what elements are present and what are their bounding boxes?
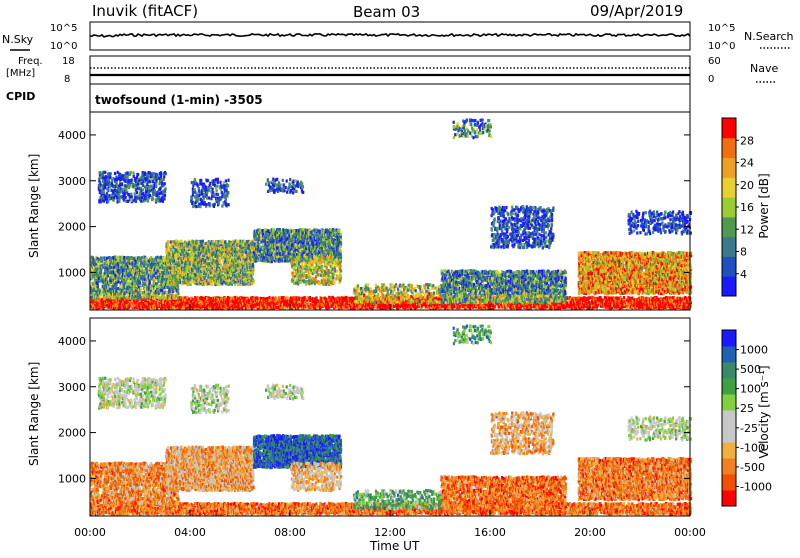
freq-tick-top: 18: [62, 56, 75, 67]
nsky-label: N.Sky: [2, 33, 34, 46]
power-cell: [516, 305, 518, 308]
power-cell: [117, 280, 119, 283]
beam-title: Beam 03: [353, 3, 420, 21]
power-cell: [175, 258, 177, 261]
power-cell: [177, 292, 179, 295]
nave-tick-bottom: 0: [708, 74, 714, 85]
power-cell: [593, 296, 595, 299]
power-cell: [167, 240, 169, 243]
power-cell: [134, 262, 136, 265]
power-cell: [157, 285, 159, 288]
power-cell: [282, 307, 284, 310]
power-cell: [275, 296, 277, 299]
power-cell: [160, 256, 162, 259]
nsky-tick-bottom-right: 10^0: [708, 41, 735, 52]
power-cell: [315, 296, 317, 299]
power-cell: [618, 297, 620, 300]
power-cell: [647, 297, 649, 300]
nave-label: Nave: [750, 62, 778, 75]
power-cell: [176, 283, 178, 286]
power-cell: [168, 246, 170, 249]
power-cell: [97, 285, 99, 288]
cpid-value: twofsound (1-min) -3505: [95, 93, 263, 107]
power-cell: [589, 301, 591, 304]
power-cell: [591, 299, 593, 302]
power-cell: [169, 266, 171, 269]
nave-tick-top: 60: [708, 56, 721, 67]
power-cell: [623, 296, 625, 299]
power-cell: [173, 274, 175, 277]
power-cell: [138, 280, 140, 283]
power-cell: [155, 272, 157, 275]
power-cell: [143, 269, 145, 272]
nsky-series-line: [90, 34, 690, 37]
power-cell: [139, 296, 141, 299]
freq-label: Freq.: [18, 56, 43, 67]
date-title: 09/Apr/2019: [590, 2, 683, 20]
power-cell: [672, 296, 674, 299]
power-cell: [96, 282, 98, 285]
power-cell: [268, 296, 270, 299]
power-cell: [132, 296, 134, 299]
power-cell: [626, 306, 628, 309]
freq-strip-frame: [90, 56, 690, 84]
power-heatmap-cells: [90, 118, 692, 310]
power-cell: [680, 306, 682, 309]
nsearch-label: N.Search: [744, 30, 794, 43]
station-title: Inuvik (fitACF): [92, 2, 198, 20]
power-cell: [530, 306, 532, 309]
power-cell: [165, 296, 167, 299]
power-cell: [311, 306, 313, 309]
power-cell: [133, 291, 135, 294]
cpid-label: CPID: [6, 90, 35, 103]
power-cell: [109, 285, 111, 288]
power-cell: [188, 298, 190, 301]
power-cell: [156, 256, 158, 259]
power-cell: [117, 287, 119, 290]
power-cell: [164, 286, 166, 289]
freq-tick-bottom: 8: [64, 74, 70, 85]
power-cell: [140, 287, 142, 290]
power-cell: [589, 296, 591, 299]
power-cell: [145, 263, 147, 266]
power-cell: [631, 296, 633, 299]
power-cell: [124, 291, 126, 294]
power-cell: [180, 240, 182, 243]
power-cell: [257, 303, 259, 306]
nsky-tick-bottom-left: 10^0: [50, 41, 77, 52]
power-cell: [141, 256, 143, 259]
power-cell: [148, 281, 150, 284]
power-cell: [168, 248, 170, 251]
freq-unit-label: [MHz]: [6, 68, 35, 79]
power-cell: [616, 303, 618, 306]
power-cell: [180, 264, 182, 267]
power-cell: [224, 297, 226, 300]
nsky-tick-top-right: 10^5: [708, 23, 735, 34]
nsky-tick-top-left: 10^5: [50, 23, 77, 34]
power-cell: [163, 282, 165, 285]
power-cell: [146, 271, 148, 274]
